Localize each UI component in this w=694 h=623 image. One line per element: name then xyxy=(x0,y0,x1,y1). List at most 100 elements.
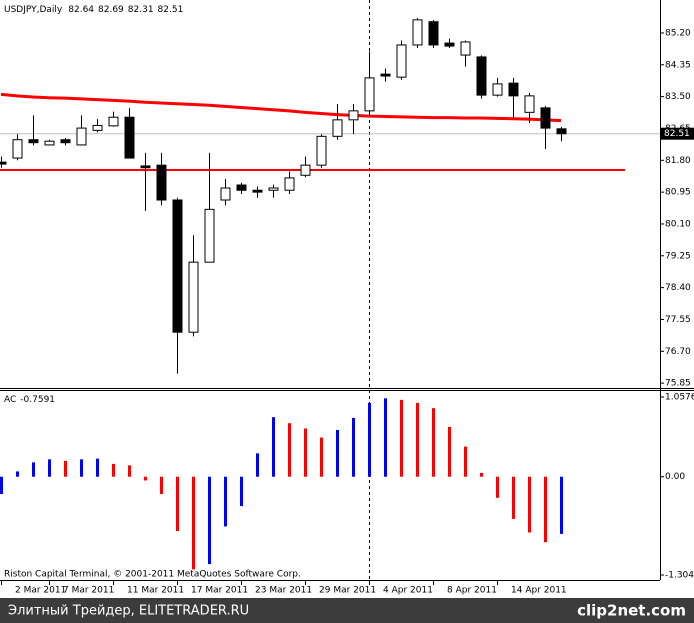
candle-body xyxy=(492,83,503,96)
candle-body xyxy=(172,199,183,333)
logo: clip2net.com xyxy=(577,602,686,620)
candle-body xyxy=(92,124,103,131)
candle-body xyxy=(284,177,295,191)
candle-body xyxy=(396,44,407,78)
y-tick-label: 0.00 xyxy=(665,472,685,482)
x-tick-label: 2 Mar 2011 xyxy=(15,586,66,596)
x-tick-label: 11 Mar 2011 xyxy=(127,586,184,596)
bar xyxy=(208,476,211,565)
candle-body xyxy=(252,189,263,193)
bar xyxy=(112,463,115,477)
candle-body xyxy=(60,139,71,144)
y-tick-label: 84.35 xyxy=(665,60,691,70)
candle-body xyxy=(364,77,375,112)
candle-body xyxy=(508,82,519,97)
bar xyxy=(288,423,291,477)
bar xyxy=(320,437,323,477)
footer-bar xyxy=(0,598,694,623)
x-tick-label: 7 Mar 2011 xyxy=(63,586,114,596)
candle-body xyxy=(12,139,23,159)
candle-body xyxy=(156,164,167,201)
candle-body xyxy=(220,187,231,201)
bar xyxy=(368,402,371,477)
y-tick-label: 77.55 xyxy=(665,315,691,325)
bar xyxy=(464,446,467,477)
candle-body xyxy=(44,140,55,146)
bar xyxy=(96,458,99,477)
candle-body xyxy=(268,187,279,191)
indicator-header: AC -0.7591 xyxy=(4,395,55,405)
y-tick-label: 79.25 xyxy=(665,251,691,261)
candle-body xyxy=(300,164,311,176)
y-tick-label: 85.20 xyxy=(665,28,691,38)
y-tick-label: 81.80 xyxy=(665,156,691,166)
bar xyxy=(272,417,275,477)
bar xyxy=(224,476,227,527)
x-tick-label: 17 Mar 2011 xyxy=(191,586,248,596)
chart-title: USDJPY,Daily xyxy=(4,5,63,15)
candle-body xyxy=(348,110,359,121)
candle-body xyxy=(28,139,39,144)
candle-body xyxy=(316,135,327,166)
bar xyxy=(560,476,563,534)
y-tick-label: 78.40 xyxy=(665,283,691,293)
candle-body xyxy=(460,41,471,56)
candle-body xyxy=(140,165,151,169)
bar xyxy=(176,476,179,531)
indicator-value: -0.7591 xyxy=(20,395,55,405)
bar xyxy=(336,429,339,477)
candle-body xyxy=(236,184,247,191)
bar xyxy=(416,402,419,477)
x-tick-label: 14 Apr 2011 xyxy=(511,586,567,596)
bar xyxy=(480,472,483,477)
candle-body xyxy=(204,208,215,263)
candle-body xyxy=(412,19,423,46)
candle-body xyxy=(76,127,87,146)
bar xyxy=(384,398,387,477)
x-tick-label: 4 Apr 2011 xyxy=(383,586,433,596)
bar xyxy=(32,462,35,477)
x-tick-label: 8 Apr 2011 xyxy=(447,586,497,596)
candle-body xyxy=(380,73,391,77)
candle-body xyxy=(124,116,135,159)
indicator-title: AC xyxy=(4,395,16,405)
bar xyxy=(496,476,499,498)
bar xyxy=(400,399,403,477)
bar xyxy=(256,453,259,477)
bar xyxy=(64,460,67,477)
bar xyxy=(304,428,307,477)
candle-body xyxy=(540,107,551,129)
candle-body xyxy=(428,21,439,46)
candle-body xyxy=(332,119,343,137)
candle-body xyxy=(476,56,487,96)
high-value: 82.69 xyxy=(98,5,124,15)
x-tick-label: 29 Mar 2011 xyxy=(319,586,376,596)
bar xyxy=(48,459,51,477)
y-tick-label: -1.3045 xyxy=(665,571,694,581)
bar xyxy=(128,465,131,477)
bar xyxy=(16,471,19,477)
x-tick-label: 23 Mar 2011 xyxy=(255,586,312,596)
candle-body xyxy=(0,161,7,165)
moving-average xyxy=(0,92,562,123)
bar xyxy=(160,476,163,495)
y-tick-label: 83.50 xyxy=(665,92,691,102)
bar xyxy=(240,476,243,507)
watermark: Элитный Трейдер, ELITETRADER.RU xyxy=(8,604,249,619)
candle-body xyxy=(556,128,567,135)
y-tick-label: 75.85 xyxy=(665,379,691,389)
bar xyxy=(192,476,195,570)
y-tick-label: 80.10 xyxy=(665,219,691,229)
price-tag xyxy=(661,127,694,140)
bar xyxy=(544,476,547,543)
bar xyxy=(0,476,3,495)
y-tick-label: 80.95 xyxy=(665,188,691,198)
candle-body xyxy=(444,42,455,47)
price-tag-label: 82.51 xyxy=(664,129,690,139)
bar xyxy=(352,417,355,477)
chart-header: USDJPY,Daily 82.64 82.69 82.31 82.51 xyxy=(4,5,183,15)
bar xyxy=(80,459,83,477)
candle-body xyxy=(108,116,119,127)
bar xyxy=(144,476,147,481)
